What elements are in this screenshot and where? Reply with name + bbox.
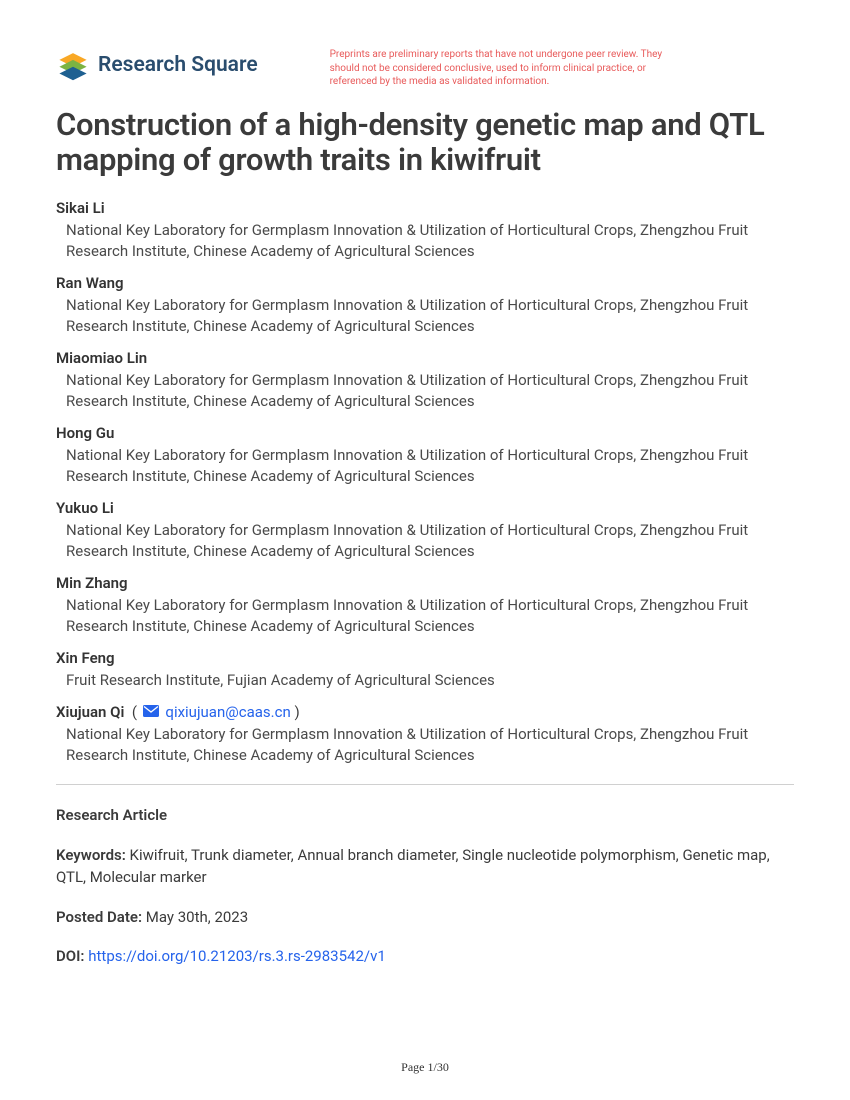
page-number: Page 1/30 [0,1060,850,1075]
author-name: Xiujuan Qi [56,703,124,721]
author-block: Sikai LiNational Key Laboratory for Germ… [56,198,794,262]
author-affiliation: National Key Laboratory for Germplasm In… [56,295,794,337]
research-square-icon [56,48,90,82]
doi-line: DOI: https://doi.org/10.21203/rs.3.rs-29… [56,946,794,968]
author-block: Ran WangNational Key Laboratory for Germ… [56,273,794,337]
author-block: Min ZhangNational Key Laboratory for Ger… [56,573,794,637]
author-affiliation: National Key Laboratory for Germplasm In… [56,595,794,637]
author-name: Xin Feng [56,648,794,669]
preprint-disclaimer: Preprints are preliminary reports that h… [330,48,690,89]
section-divider [56,784,794,785]
author-affiliation: National Key Laboratory for Germplasm In… [56,724,794,766]
author-name: Yukuo Li [56,498,794,519]
keywords-line: Keywords: Kiwifruit, Trunk diameter, Ann… [56,845,794,889]
posted-date-line: Posted Date: May 30th, 2023 [56,907,794,929]
corresponding-email[interactable]: qixiujuan@caas.cn [165,703,290,721]
author-affiliation: National Key Laboratory for Germplasm In… [56,220,794,262]
brand-logo: Research Square [56,48,258,82]
author-affiliation: National Key Laboratory for Germplasm In… [56,520,794,562]
doi-link[interactable]: https://doi.org/10.21203/rs.3.rs-2983542… [88,947,386,965]
author-name: Sikai Li [56,198,794,219]
author-name: Miaomiao Lin [56,348,794,369]
email-icon [143,702,159,723]
author-block: Miaomiao LinNational Key Laboratory for … [56,348,794,412]
article-type: Research Article [56,805,794,827]
author-block: Xin FengFruit Research Institute, Fujian… [56,648,794,691]
author-block: Hong GuNational Key Laboratory for Germp… [56,423,794,487]
author-name: Hong Gu [56,423,794,444]
brand-name: Research Square [98,53,258,77]
author-affiliation: National Key Laboratory for Germplasm In… [56,370,794,412]
author-block: Yukuo LiNational Key Laboratory for Germ… [56,498,794,562]
corresponding-author: Xiujuan Qi ( qixiujuan@caas.cn ) Nationa… [56,702,794,767]
header: Research Square Preprints are preliminar… [56,48,794,89]
article-title: Construction of a high-density genetic m… [56,107,794,178]
author-affiliation: Fruit Research Institute, Fujian Academy… [56,670,794,691]
author-affiliation: National Key Laboratory for Germplasm In… [56,445,794,487]
author-name: Min Zhang [56,573,794,594]
author-name: Ran Wang [56,273,794,294]
